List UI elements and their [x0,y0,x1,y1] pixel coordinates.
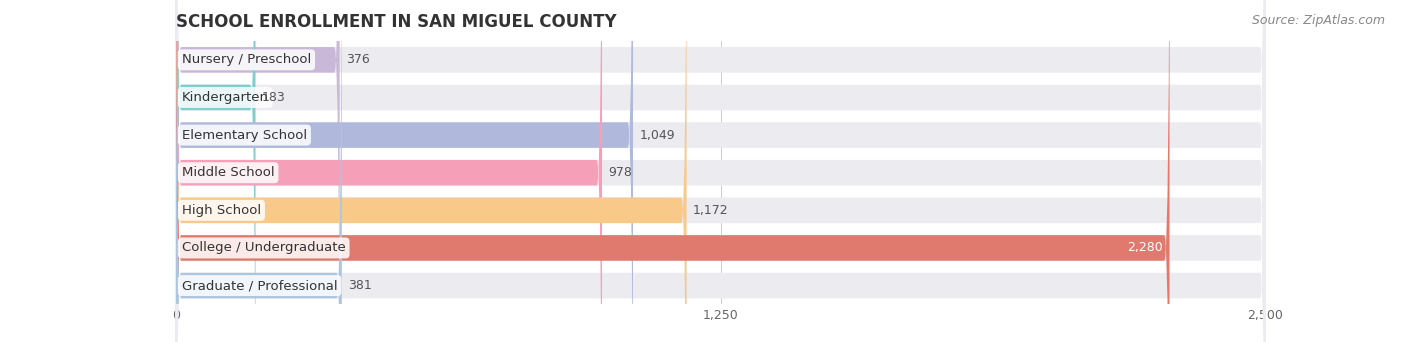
FancyBboxPatch shape [176,0,1265,342]
Text: 183: 183 [262,91,285,104]
Text: Nursery / Preschool: Nursery / Preschool [181,53,311,66]
Text: Kindergarten: Kindergarten [181,91,269,104]
FancyBboxPatch shape [176,0,602,342]
FancyBboxPatch shape [176,0,1265,342]
FancyBboxPatch shape [176,0,256,342]
Text: Elementary School: Elementary School [181,129,307,142]
FancyBboxPatch shape [176,0,342,342]
FancyBboxPatch shape [176,0,1265,342]
FancyBboxPatch shape [176,0,1265,342]
Text: 381: 381 [349,279,373,292]
FancyBboxPatch shape [176,0,1170,342]
Text: 2,280: 2,280 [1128,241,1163,254]
FancyBboxPatch shape [176,0,633,342]
FancyBboxPatch shape [176,0,1265,342]
Text: 978: 978 [609,166,633,179]
Text: 1,049: 1,049 [640,129,675,142]
Text: Middle School: Middle School [181,166,274,179]
Text: Graduate / Professional: Graduate / Professional [181,279,337,292]
Text: High School: High School [181,204,262,217]
FancyBboxPatch shape [176,0,1265,342]
Text: College / Undergraduate: College / Undergraduate [181,241,346,254]
FancyBboxPatch shape [176,0,686,342]
Text: 1,172: 1,172 [693,204,728,217]
Text: Source: ZipAtlas.com: Source: ZipAtlas.com [1251,14,1385,27]
Text: SCHOOL ENROLLMENT IN SAN MIGUEL COUNTY: SCHOOL ENROLLMENT IN SAN MIGUEL COUNTY [176,13,616,31]
Text: 376: 376 [346,53,370,66]
FancyBboxPatch shape [176,0,1265,342]
FancyBboxPatch shape [176,0,340,342]
